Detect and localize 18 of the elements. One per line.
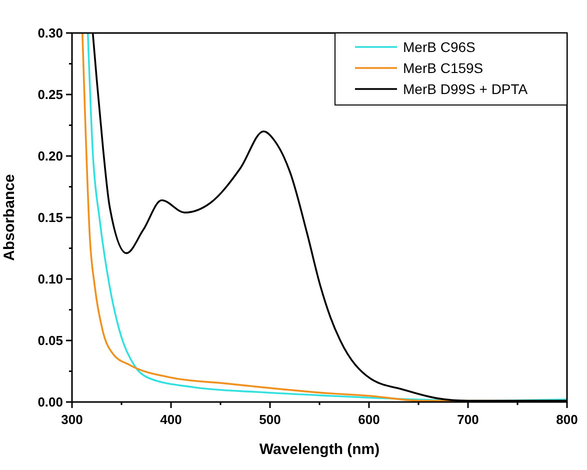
legend-label: MerB D99S + DPTA	[403, 80, 528, 97]
x-tick-label: 600	[358, 412, 380, 427]
legend-label: MerB C159S	[403, 60, 484, 76]
y-tick-label: 0.25	[38, 87, 63, 102]
legend-label: MerB C96S	[403, 38, 476, 55]
x-tick-label: 300	[61, 412, 83, 427]
x-tick-label: 800	[556, 412, 578, 427]
x-tick-label: 400	[160, 412, 182, 427]
x-axis-title: Wavelength (nm)	[259, 441, 380, 458]
y-tick-label: 0.30	[38, 26, 63, 41]
y-axis-title: Absorbance	[1, 174, 18, 261]
y-tick-label: 0.20	[38, 148, 63, 164]
y-tick-label: 0.10	[38, 272, 63, 287]
x-tick-label: 700	[457, 412, 479, 427]
y-tick-label: 0.05	[38, 333, 63, 348]
y-tick-label: 0.00	[38, 394, 63, 410]
x-tick-label: 500	[259, 412, 281, 427]
y-tick-label: 0.15	[38, 210, 63, 226]
